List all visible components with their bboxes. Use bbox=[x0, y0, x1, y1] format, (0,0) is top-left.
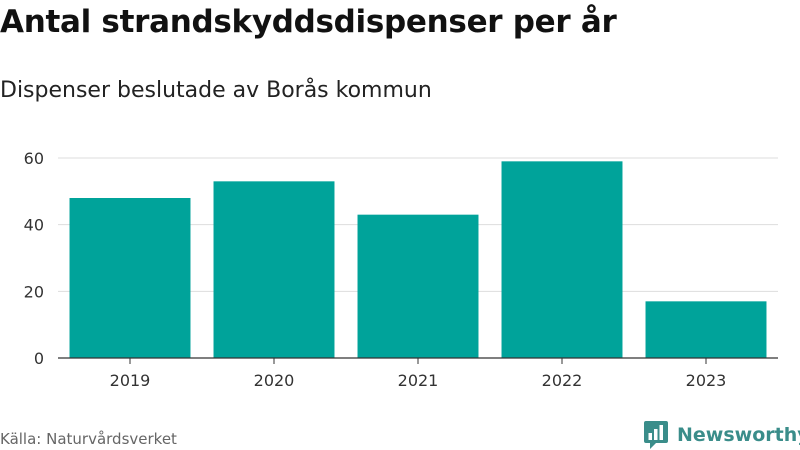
x-tick-label: 2020 bbox=[254, 371, 295, 390]
bar bbox=[357, 214, 479, 358]
brand-logo[interactable]: Newsworthy bbox=[644, 420, 800, 450]
y-tick-label: 0 bbox=[34, 349, 44, 368]
brand-name: Newsworthy bbox=[677, 424, 800, 446]
bar bbox=[213, 181, 335, 358]
x-tick-label: 2019 bbox=[110, 371, 151, 390]
bar bbox=[645, 301, 767, 358]
newsworthy-logo-icon bbox=[644, 421, 668, 449]
y-tick-label: 20 bbox=[24, 282, 44, 301]
bar-chart: 0 20 40 60 2019 2020 2021 2022 2023 bbox=[24, 149, 778, 390]
chart-subtitle: Dispenser beslutade av Borås kommun bbox=[0, 78, 432, 103]
bar bbox=[501, 161, 623, 358]
y-tick-label: 60 bbox=[24, 149, 44, 168]
bar bbox=[69, 198, 191, 358]
x-tick-label: 2021 bbox=[398, 371, 439, 390]
y-tick-label: 40 bbox=[24, 216, 44, 235]
source-note: Källa: Naturvårdsverket bbox=[0, 430, 177, 448]
chart-title: Antal strandskyddsdispenser per år bbox=[0, 4, 617, 40]
x-tick-label: 2023 bbox=[686, 371, 727, 390]
x-tick-label: 2022 bbox=[542, 371, 583, 390]
